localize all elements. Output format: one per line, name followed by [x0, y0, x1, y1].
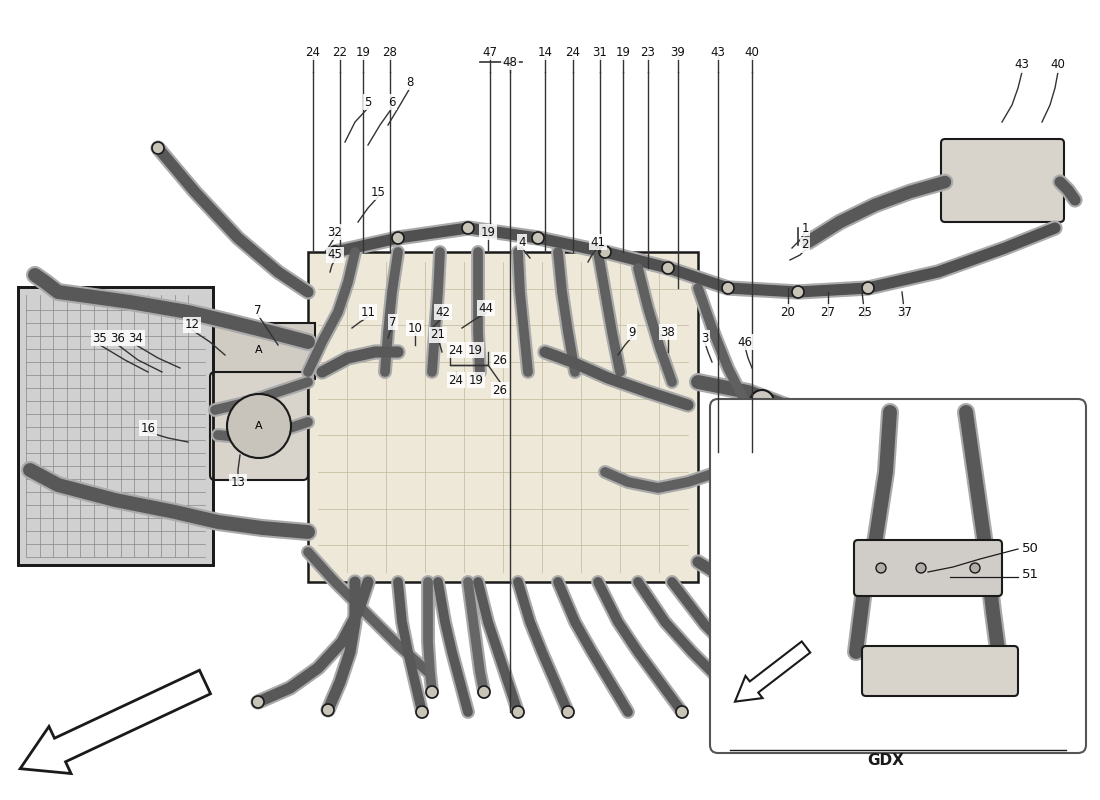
- Bar: [308, 252, 698, 582]
- Circle shape: [478, 686, 490, 698]
- Text: 4: 4: [518, 235, 526, 249]
- FancyBboxPatch shape: [714, 408, 810, 526]
- Text: 41: 41: [591, 235, 605, 249]
- Text: GDX: GDX: [868, 753, 904, 768]
- FancyBboxPatch shape: [201, 323, 315, 379]
- Circle shape: [322, 704, 334, 716]
- Text: 26: 26: [493, 354, 507, 366]
- Circle shape: [252, 696, 264, 708]
- Text: 27: 27: [821, 306, 836, 318]
- FancyBboxPatch shape: [940, 139, 1064, 222]
- Text: 50: 50: [1022, 542, 1038, 555]
- Circle shape: [916, 563, 926, 573]
- Text: 14: 14: [538, 46, 552, 58]
- Text: 25: 25: [858, 306, 872, 318]
- Text: 15: 15: [371, 186, 385, 198]
- Circle shape: [462, 222, 474, 234]
- Text: 7: 7: [254, 303, 262, 317]
- Text: 46: 46: [737, 335, 752, 349]
- Circle shape: [862, 282, 874, 294]
- Text: 32: 32: [328, 226, 342, 238]
- Circle shape: [970, 563, 980, 573]
- Text: 34: 34: [129, 331, 143, 345]
- FancyBboxPatch shape: [710, 399, 1086, 753]
- Text: 38: 38: [661, 326, 675, 338]
- Text: 31: 31: [593, 46, 607, 58]
- Text: 1: 1: [801, 222, 808, 234]
- Circle shape: [746, 706, 758, 718]
- Text: 13: 13: [231, 475, 245, 489]
- Text: 36: 36: [111, 331, 125, 345]
- Text: 19: 19: [468, 343, 483, 357]
- FancyBboxPatch shape: [210, 372, 308, 480]
- Text: 45: 45: [328, 249, 342, 262]
- Text: 47: 47: [483, 46, 497, 58]
- Circle shape: [152, 142, 164, 154]
- Text: 19: 19: [469, 374, 484, 386]
- Text: 43: 43: [711, 46, 725, 58]
- Circle shape: [750, 390, 774, 414]
- Bar: [18, 287, 213, 565]
- Text: 24: 24: [449, 374, 463, 386]
- Text: 22: 22: [332, 46, 348, 58]
- Text: 40: 40: [1050, 58, 1066, 71]
- Text: 2: 2: [801, 238, 808, 251]
- Circle shape: [532, 232, 544, 244]
- Text: 21: 21: [430, 329, 446, 342]
- FancyArrow shape: [735, 642, 811, 702]
- Text: 8: 8: [406, 75, 414, 89]
- Circle shape: [806, 709, 818, 721]
- Text: 37: 37: [898, 306, 912, 318]
- FancyBboxPatch shape: [862, 646, 1018, 696]
- Text: A: A: [255, 345, 263, 355]
- Text: 16: 16: [141, 422, 155, 434]
- Text: 12: 12: [185, 318, 199, 331]
- Text: 28: 28: [383, 46, 397, 58]
- Text: 35: 35: [92, 331, 108, 345]
- Text: 20: 20: [781, 306, 795, 318]
- Circle shape: [676, 706, 688, 718]
- Text: 42: 42: [436, 306, 451, 318]
- Circle shape: [512, 706, 524, 718]
- Text: A: A: [255, 421, 263, 431]
- Text: 19: 19: [481, 226, 495, 238]
- Text: 43: 43: [1014, 58, 1030, 71]
- Circle shape: [562, 706, 574, 718]
- Text: a Maserati: a Maserati: [395, 343, 600, 452]
- Text: 3: 3: [702, 331, 708, 345]
- Text: 9: 9: [628, 326, 636, 338]
- Circle shape: [426, 686, 438, 698]
- Circle shape: [876, 563, 886, 573]
- Text: 51: 51: [1022, 569, 1038, 582]
- FancyBboxPatch shape: [854, 540, 1002, 596]
- Text: 40: 40: [745, 46, 759, 58]
- Text: 6: 6: [388, 95, 396, 109]
- Circle shape: [227, 394, 292, 458]
- Text: 26: 26: [493, 383, 507, 397]
- Text: 24: 24: [565, 46, 581, 58]
- Text: 23: 23: [640, 46, 656, 58]
- Circle shape: [722, 282, 734, 294]
- Text: 48: 48: [503, 55, 517, 69]
- Text: 7: 7: [389, 315, 397, 329]
- Text: 11: 11: [361, 306, 375, 318]
- Text: 44: 44: [478, 302, 494, 314]
- Circle shape: [662, 262, 674, 274]
- Circle shape: [392, 232, 404, 244]
- Bar: [18, 287, 213, 565]
- Circle shape: [600, 246, 610, 258]
- Circle shape: [792, 286, 804, 298]
- Text: 5: 5: [364, 95, 372, 109]
- Text: since 1985: since 1985: [420, 386, 661, 514]
- Circle shape: [329, 246, 341, 258]
- Text: 24: 24: [449, 343, 463, 357]
- Circle shape: [416, 706, 428, 718]
- Text: 24: 24: [306, 46, 320, 58]
- Text: 19: 19: [355, 46, 371, 58]
- Text: 39: 39: [671, 46, 685, 58]
- FancyArrow shape: [20, 670, 210, 774]
- Text: 10: 10: [408, 322, 422, 334]
- Text: 19: 19: [616, 46, 630, 58]
